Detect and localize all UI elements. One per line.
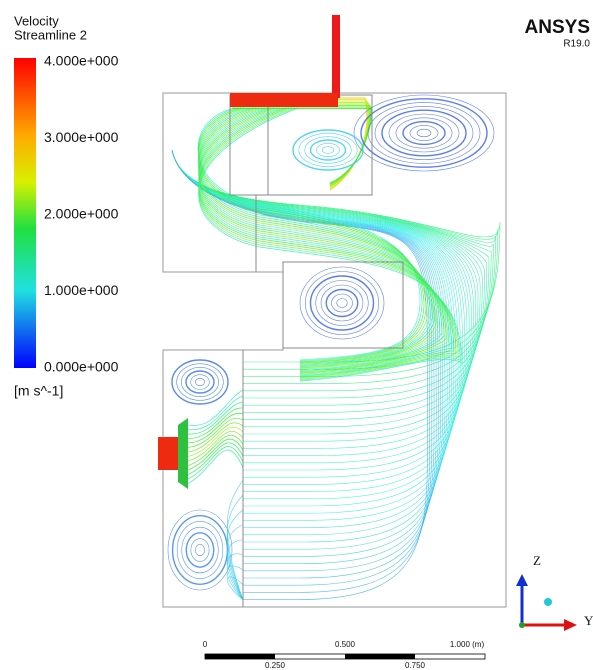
vortex-ring (186, 371, 214, 393)
vortex-ring (403, 122, 445, 145)
legend-unit: [m s^-1] (14, 383, 63, 399)
streamline (188, 443, 243, 475)
streamline (199, 108, 452, 376)
vortex-ring (173, 516, 228, 585)
outlet-pipe (332, 15, 340, 98)
legend-title: Velocity (14, 13, 59, 28)
legend-label: 2.000e+000 (44, 206, 119, 222)
scale-bar (205, 654, 485, 659)
vortex-ring (186, 533, 213, 567)
vortex-ring (368, 103, 480, 164)
viewport: Velocity Streamline 2 4.000e+000 3.000e+0… (0, 0, 593, 670)
vortex-ring (311, 140, 346, 160)
streamline (227, 525, 243, 600)
vortex-ring (337, 299, 348, 308)
scale-label: 1.000 (m) (450, 640, 485, 649)
scale-label: 0.500 (335, 640, 356, 649)
vortex-ring (177, 364, 224, 401)
vortex-ring (195, 544, 204, 555)
legend-label: 3.000e+000 (44, 129, 119, 145)
brand-name: ANSYS (525, 17, 590, 38)
vortex-ring (316, 281, 369, 326)
vortex-ring (182, 527, 219, 573)
axis-label: Z (533, 553, 541, 568)
streamline (232, 104, 369, 186)
legend-label: 4.000e+000 (44, 53, 119, 69)
streamline (227, 495, 243, 600)
legend-label: 1.000e+000 (44, 282, 119, 298)
streamline (199, 108, 462, 381)
vortex-ring (396, 118, 452, 148)
vortex-ring (195, 378, 204, 385)
vortex-ring (191, 375, 210, 390)
inlet-edge (178, 418, 188, 489)
vortex-ring (299, 133, 357, 166)
vortex-ring (172, 360, 228, 404)
scale-label: 0.250 (265, 661, 286, 670)
vortex-ring (321, 285, 363, 321)
vortex-ring (332, 294, 353, 312)
vortex-ring (168, 510, 232, 590)
vortex-ring (361, 99, 487, 167)
vortex-ring (410, 125, 438, 140)
vortex-ring (375, 106, 473, 159)
vortex-ring (316, 143, 339, 156)
streamline (188, 435, 243, 465)
scene: Velocity Streamline 2 4.000e+000 3.000e+0… (0, 0, 593, 670)
vortex-ring (191, 539, 209, 562)
vortex-ring (293, 130, 363, 170)
streamline (199, 108, 438, 369)
vortex-ring (300, 267, 384, 339)
legend-label: 0.000e+000 (44, 359, 119, 375)
streamline (188, 390, 243, 426)
vortex-ring (311, 276, 374, 330)
vortex-ring (322, 147, 334, 154)
colorbar (14, 58, 36, 368)
legend-labels: 4.000e+000 3.000e+000 2.000e+000 1.000e+000… (44, 53, 119, 375)
vortex-ring (177, 521, 223, 578)
brand-version: R19.0 (563, 39, 590, 50)
vortex-ring (382, 110, 466, 156)
axis-triad (516, 574, 577, 631)
vortex-ring (326, 290, 358, 317)
vortex-ring (181, 367, 218, 396)
vortex-ring (417, 129, 431, 137)
scale-label: 0.750 (405, 661, 426, 670)
streamline (232, 106, 370, 186)
legend-subtitle: Streamline 2 (14, 27, 87, 42)
vortex-ring (389, 114, 459, 152)
scale-label: 0 (203, 640, 208, 649)
jet-region (230, 93, 338, 107)
streamline (227, 540, 243, 600)
axis-label: Y (584, 613, 593, 628)
vortex-ring (305, 272, 379, 335)
